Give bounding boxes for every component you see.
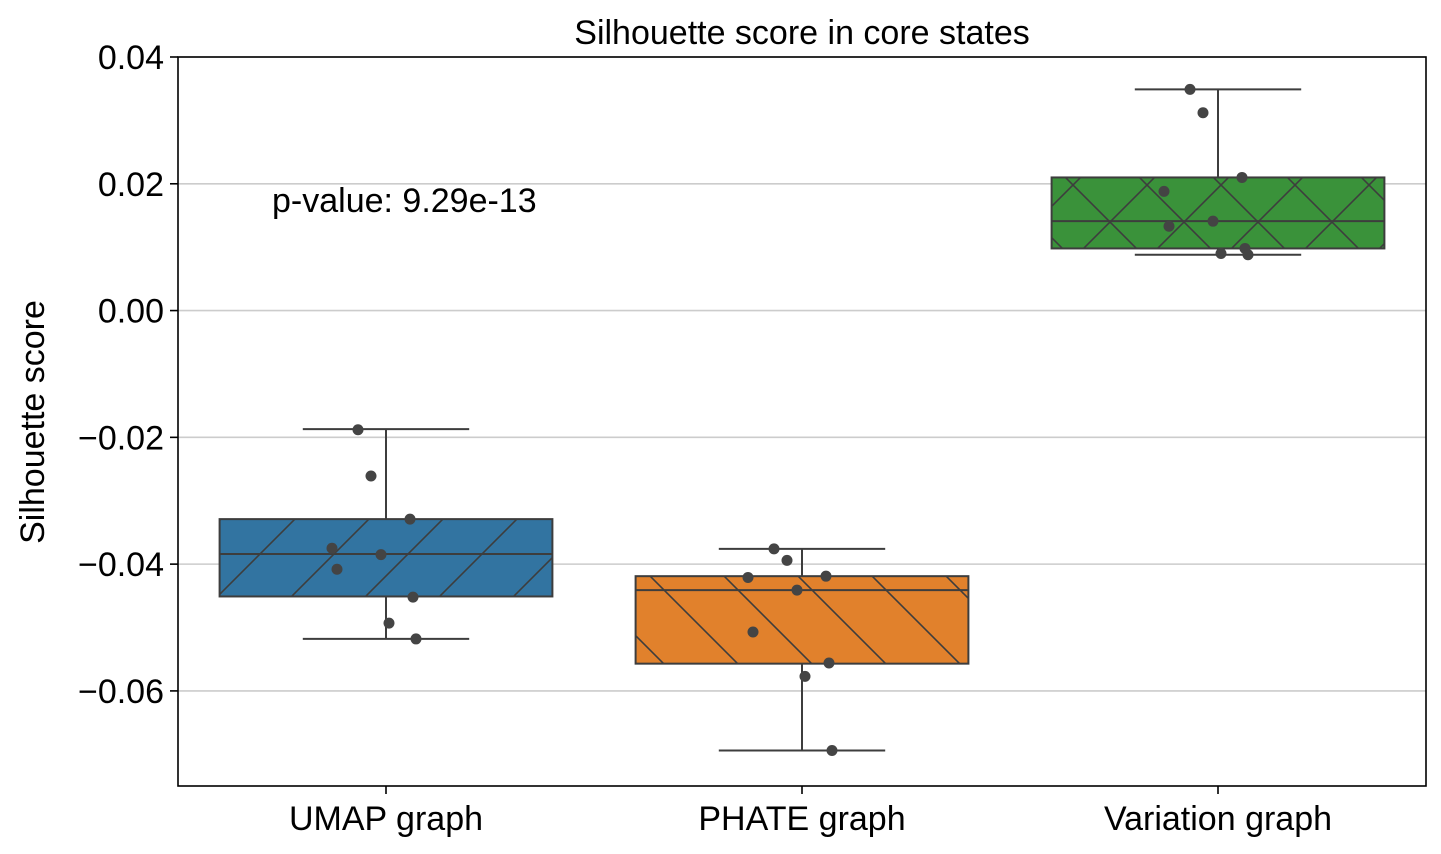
data-point (747, 626, 759, 638)
data-point (1215, 248, 1227, 260)
data-point (791, 584, 803, 596)
x-axis: UMAP graph PHATE graph Variation graph (289, 786, 1332, 838)
box-group (634, 543, 970, 757)
data-point (326, 542, 338, 554)
x-tick-label: PHATE graph (698, 800, 905, 838)
data-point (826, 745, 838, 757)
data-point (365, 470, 377, 482)
data-point (799, 670, 811, 682)
data-point (820, 570, 832, 582)
y-axis-label: Silhouette score (14, 300, 52, 544)
data-point (1207, 215, 1219, 227)
box-group (1050, 83, 1386, 261)
y-tick-label: −0.02 (78, 419, 164, 457)
data-point (331, 563, 343, 575)
box (218, 518, 554, 598)
data-point (1158, 185, 1170, 197)
data-point (1197, 107, 1209, 119)
data-point (352, 424, 364, 436)
y-tick-label: −0.06 (78, 673, 164, 711)
data-point (1242, 249, 1254, 261)
plot-area (218, 83, 1386, 757)
data-point (768, 543, 780, 555)
data-point (781, 554, 793, 566)
box-group (218, 424, 554, 645)
data-point (1163, 220, 1175, 232)
data-point (1236, 171, 1248, 183)
data-point (383, 617, 395, 629)
y-tick-label: 0.04 (98, 39, 164, 77)
y-axis: 0.04 0.02 0.00 −0.02 −0.04 −0.06 (78, 39, 178, 711)
data-point (407, 591, 419, 603)
y-tick-label: −0.04 (78, 546, 164, 584)
data-point (404, 513, 416, 525)
data-point (823, 657, 835, 669)
box (1050, 176, 1386, 250)
p-value-annotation: p-value: 9.29e-13 (272, 182, 537, 220)
y-tick-label: 0.00 (98, 293, 164, 331)
data-point (742, 571, 754, 583)
data-point (410, 633, 422, 645)
data-point (1184, 83, 1196, 95)
x-tick-label: Variation graph (1104, 800, 1332, 838)
chart-title: Silhouette score in core states (574, 14, 1029, 52)
y-tick-label: 0.02 (98, 166, 164, 204)
x-tick-label: UMAP graph (289, 800, 483, 838)
data-point (375, 549, 387, 561)
